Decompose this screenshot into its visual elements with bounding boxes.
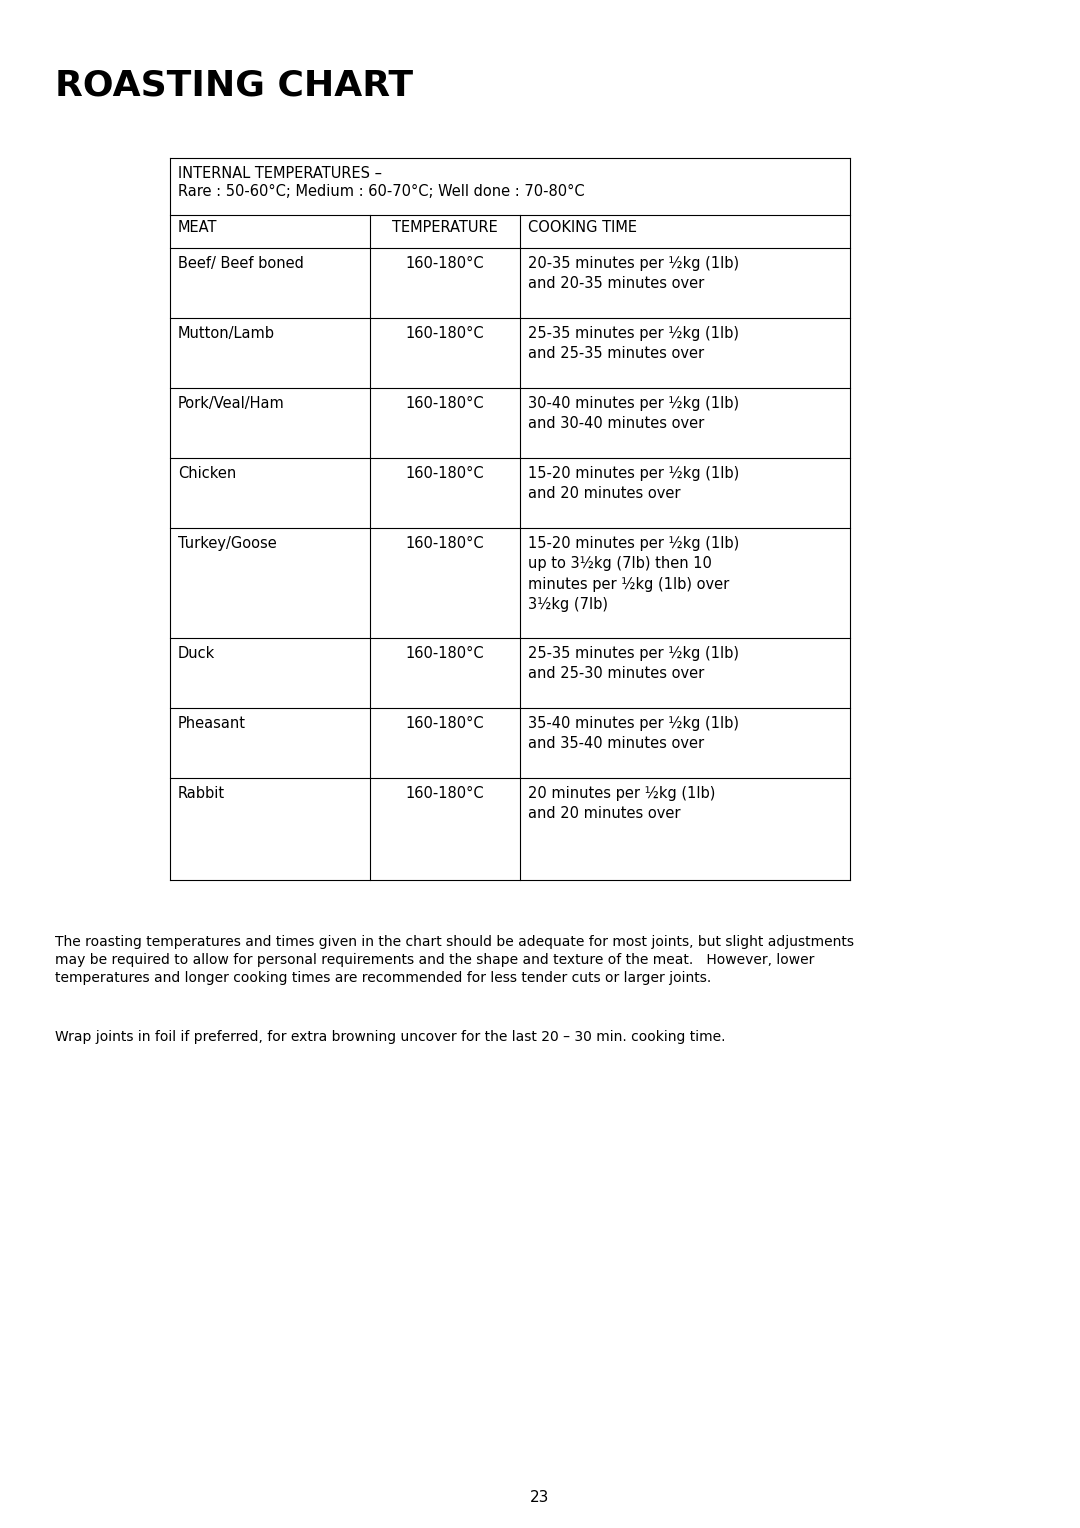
Text: 160-180°C: 160-180°C — [406, 785, 484, 801]
Text: The roasting temperatures and times given in the chart should be adequate for mo: The roasting temperatures and times give… — [55, 935, 854, 949]
Text: Mutton/Lamb: Mutton/Lamb — [178, 325, 275, 341]
Text: 160-180°C: 160-180°C — [406, 536, 484, 552]
Text: 160-180°C: 160-180°C — [406, 466, 484, 481]
Text: Beef/ Beef boned: Beef/ Beef boned — [178, 257, 303, 270]
Text: may be required to allow for personal requirements and the shape and texture of : may be required to allow for personal re… — [55, 953, 814, 967]
Text: COOKING TIME: COOKING TIME — [528, 220, 637, 235]
Text: Pheasant: Pheasant — [178, 717, 246, 730]
Text: Chicken: Chicken — [178, 466, 237, 481]
Text: 15-20 minutes per ½kg (1lb)
up to 3½kg (7lb) then 10
minutes per ½kg (1lb) over
: 15-20 minutes per ½kg (1lb) up to 3½kg (… — [528, 536, 739, 613]
Text: 30-40 minutes per ½kg (1lb)
and 30-40 minutes over: 30-40 minutes per ½kg (1lb) and 30-40 mi… — [528, 396, 739, 431]
Text: INTERNAL TEMPERATURES –: INTERNAL TEMPERATURES – — [178, 167, 382, 180]
Text: 15-20 minutes per ½kg (1lb)
and 20 minutes over: 15-20 minutes per ½kg (1lb) and 20 minut… — [528, 466, 739, 501]
Text: 35-40 minutes per ½kg (1lb)
and 35-40 minutes over: 35-40 minutes per ½kg (1lb) and 35-40 mi… — [528, 717, 739, 752]
Text: 25-35 minutes per ½kg (1lb)
and 25-35 minutes over: 25-35 minutes per ½kg (1lb) and 25-35 mi… — [528, 325, 739, 362]
Text: TEMPERATURE: TEMPERATURE — [392, 220, 498, 235]
Text: 20-35 minutes per ½kg (1lb)
and 20-35 minutes over: 20-35 minutes per ½kg (1lb) and 20-35 mi… — [528, 257, 739, 292]
Text: Wrap joints in foil if preferred, for extra browning uncover for the last 20 – 3: Wrap joints in foil if preferred, for ex… — [55, 1030, 726, 1044]
Text: 160-180°C: 160-180°C — [406, 257, 484, 270]
Text: 160-180°C: 160-180°C — [406, 396, 484, 411]
Text: 160-180°C: 160-180°C — [406, 646, 484, 662]
Text: 20 minutes per ½kg (1lb)
and 20 minutes over: 20 minutes per ½kg (1lb) and 20 minutes … — [528, 785, 715, 822]
Text: 23: 23 — [530, 1490, 550, 1505]
Text: 25-35 minutes per ½kg (1lb)
and 25-30 minutes over: 25-35 minutes per ½kg (1lb) and 25-30 mi… — [528, 646, 739, 681]
Text: Duck: Duck — [178, 646, 215, 662]
Text: 160-180°C: 160-180°C — [406, 717, 484, 730]
Text: Turkey/Goose: Turkey/Goose — [178, 536, 276, 552]
Text: Rabbit: Rabbit — [178, 785, 225, 801]
Text: Pork/Veal/Ham: Pork/Veal/Ham — [178, 396, 285, 411]
Text: ROASTING CHART: ROASTING CHART — [55, 69, 414, 102]
Text: 160-180°C: 160-180°C — [406, 325, 484, 341]
Text: Rare : 50-60°C; Medium : 60-70°C; Well done : 70-80°C: Rare : 50-60°C; Medium : 60-70°C; Well d… — [178, 183, 584, 199]
Text: temperatures and longer cooking times are recommended for less tender cuts or la: temperatures and longer cooking times ar… — [55, 970, 712, 986]
Text: MEAT: MEAT — [178, 220, 217, 235]
